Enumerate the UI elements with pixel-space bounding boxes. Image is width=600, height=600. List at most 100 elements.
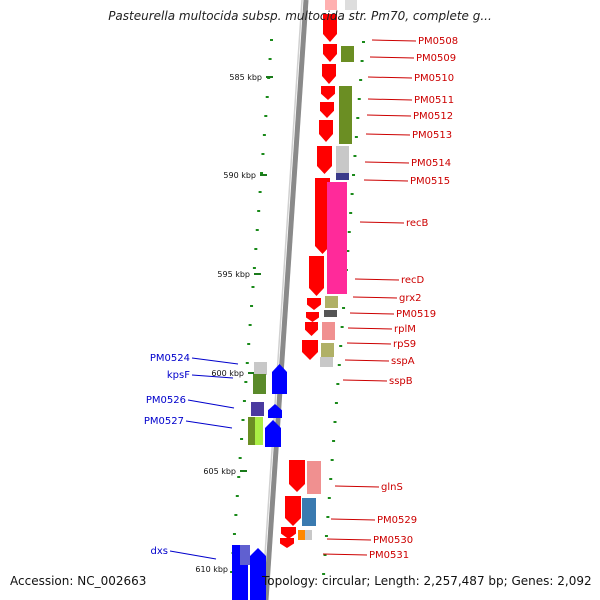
forward-gene-arrow bbox=[305, 322, 318, 336]
gene-label: sspA bbox=[391, 356, 415, 367]
forward-gene-arrow bbox=[320, 102, 334, 118]
genome-backbone bbox=[263, 0, 309, 600]
gene-leader-line bbox=[322, 553, 368, 556]
gene-leader-line bbox=[342, 379, 388, 382]
gene-leader-line bbox=[326, 538, 372, 541]
gene-label: PM0529 bbox=[377, 515, 417, 526]
gene-label: PM0530 bbox=[373, 535, 413, 546]
annotation-box bbox=[322, 322, 335, 340]
gene-fragment bbox=[345, 0, 357, 10]
forward-gene-arrow bbox=[322, 64, 336, 84]
left-gene-labels: PM0524 kpsF PM0526 PM0527 dxs bbox=[144, 353, 239, 560]
ruler-tick-label: 585 kbp bbox=[229, 73, 262, 82]
annotation-box bbox=[336, 173, 349, 180]
ruler-tick-label: 590 kbp bbox=[223, 171, 256, 180]
forward-gene-arrow bbox=[281, 527, 296, 539]
gene-leader-line bbox=[187, 399, 235, 409]
gene-leader-line bbox=[191, 374, 234, 379]
gene-leader-line bbox=[346, 342, 392, 345]
annotation-box bbox=[336, 146, 349, 173]
map-title: Pasteurella multocida subsp. multocida s… bbox=[108, 9, 492, 23]
annotation-box bbox=[254, 362, 267, 375]
annotation-box bbox=[321, 343, 334, 357]
gene-label: glnS bbox=[381, 482, 403, 493]
gene-glyphs bbox=[232, 0, 357, 600]
gene-leader-line bbox=[347, 327, 393, 330]
gene-label: recB bbox=[406, 218, 429, 229]
gene-label: PM0513 bbox=[412, 130, 452, 141]
gene-label: rplM bbox=[394, 324, 416, 335]
gene-label: recD bbox=[401, 275, 425, 286]
genome-backbone-shadow bbox=[261, 0, 303, 600]
annotation-box bbox=[240, 545, 250, 565]
annotation-box bbox=[341, 46, 354, 62]
reverse-gene-arrow bbox=[268, 404, 282, 418]
forward-gene-arrow bbox=[317, 146, 332, 174]
reverse-gene-arrow bbox=[272, 364, 287, 394]
annotation-box bbox=[255, 417, 263, 445]
gene-label: PM0519 bbox=[396, 309, 436, 320]
annotation-box bbox=[298, 530, 305, 540]
forward-gene-arrow bbox=[285, 496, 301, 526]
annotation-box bbox=[325, 296, 338, 308]
gene-leader-line bbox=[330, 518, 376, 521]
gene-leader-line bbox=[191, 357, 239, 365]
gene-label: PM0524 bbox=[150, 353, 190, 364]
ruler-tick-label: 595 kbp bbox=[217, 270, 250, 279]
ruler-dots bbox=[230, 39, 365, 575]
gene-leader-line bbox=[367, 76, 413, 79]
gene-leader-line bbox=[344, 359, 390, 362]
forward-gene-arrow bbox=[321, 86, 335, 100]
right-gene-labels: PM0508 PM0509 PM0510 PM0511 PM0512 PM0513 PM05… bbox=[322, 36, 458, 561]
annotation-box bbox=[302, 498, 316, 526]
gene-leader-line bbox=[185, 420, 233, 429]
topology-text: Topology: circular; Length: 2,257,487 bp… bbox=[262, 574, 592, 588]
reverse-gene-arrow bbox=[265, 420, 281, 447]
gene-leader-line bbox=[371, 39, 417, 42]
annotation-box bbox=[324, 310, 337, 317]
gene-label: PM0510 bbox=[414, 73, 454, 84]
annotation-box bbox=[307, 461, 321, 494]
gene-label: PM0514 bbox=[411, 158, 451, 169]
accession-text: Accession: NC_002663 bbox=[10, 574, 147, 588]
gene-label: PM0511 bbox=[414, 95, 454, 106]
forward-gene-arrow bbox=[323, 44, 337, 62]
gene-label: sspB bbox=[389, 376, 413, 387]
ruler-tick-label: 600 kbp bbox=[211, 369, 244, 378]
annotation-box bbox=[320, 357, 333, 367]
gene-leader-line bbox=[359, 221, 405, 224]
forward-gene-arrow bbox=[309, 256, 324, 296]
gene-leader-line bbox=[364, 161, 410, 164]
gene-label: rpS9 bbox=[393, 339, 416, 350]
forward-gene-arrow bbox=[306, 312, 319, 322]
gene-label: PM0509 bbox=[416, 53, 456, 64]
gene-label: PM0526 bbox=[146, 395, 186, 406]
annotation-box bbox=[327, 182, 347, 294]
forward-gene-arrow bbox=[315, 178, 330, 254]
forward-gene-arrow bbox=[302, 340, 318, 360]
gene-leader-line bbox=[334, 485, 380, 488]
gene-label: PM0527 bbox=[144, 416, 184, 427]
annotation-box bbox=[339, 86, 352, 144]
ruler-tick-label: 610 kbp bbox=[195, 565, 228, 574]
gene-leader-line bbox=[367, 98, 413, 101]
forward-gene-arrow bbox=[323, 14, 337, 42]
gene-leader-line bbox=[354, 278, 400, 281]
gene-label: kpsF bbox=[167, 370, 190, 381]
forward-gene-arrow bbox=[319, 120, 333, 142]
forward-gene-arrow bbox=[289, 460, 305, 492]
ruler-ticks: 585 kbp 590 kbp 595 kbp 600 kbp 605 kbp 610 k… bbox=[195, 73, 273, 574]
gene-fragment bbox=[325, 0, 337, 10]
annotation-box bbox=[251, 402, 264, 416]
gene-leader-line bbox=[366, 114, 412, 117]
forward-gene-arrow bbox=[307, 298, 321, 310]
annotation-box bbox=[305, 530, 312, 540]
gene-label: PM0531 bbox=[369, 550, 409, 561]
gene-label: grx2 bbox=[399, 293, 421, 304]
reverse-gene-arrow bbox=[250, 548, 266, 600]
gene-leader-line bbox=[352, 296, 398, 299]
gene-leader-line bbox=[363, 179, 409, 182]
annotation-box bbox=[248, 417, 255, 445]
gene-leader-line bbox=[349, 312, 395, 315]
